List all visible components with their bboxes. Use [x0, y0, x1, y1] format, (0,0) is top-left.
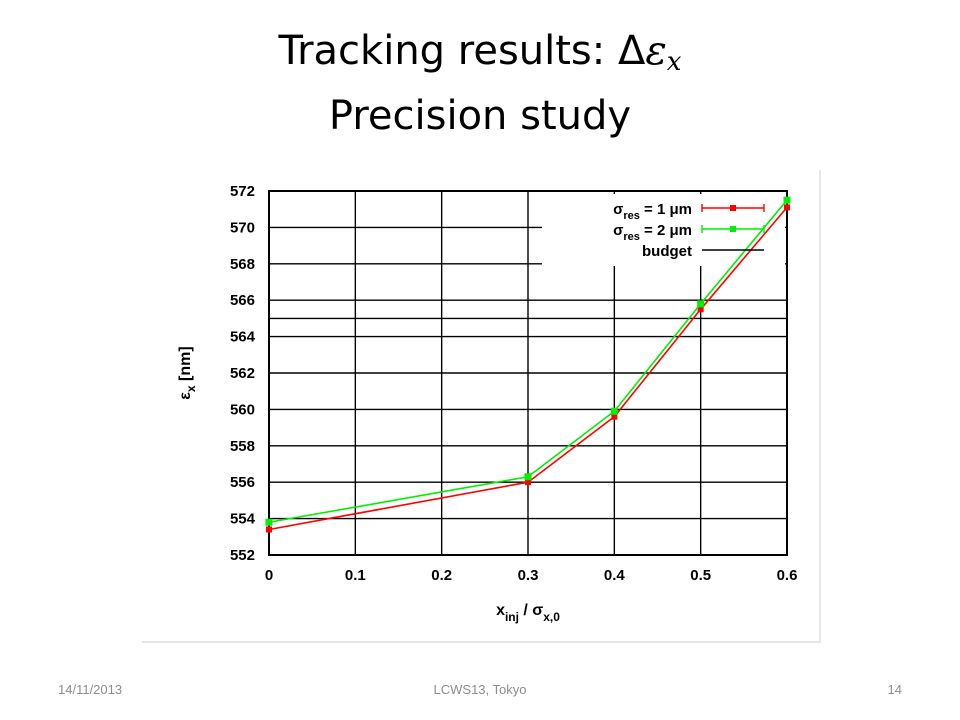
y-tick-label: 562: [230, 365, 255, 382]
y-tick-label: 568: [230, 256, 255, 273]
data-point: [266, 526, 272, 533]
y-tick-label: 570: [230, 219, 255, 236]
data-point: [784, 204, 790, 211]
data-point-marker: [524, 473, 532, 481]
data-point-marker: [266, 526, 272, 533]
x-axis-label: xinj / σx,0: [496, 602, 560, 624]
x-tick-label: 0.6: [777, 567, 798, 584]
footer-conference: LCWS13, Tokyo: [433, 682, 527, 697]
plot-frame: [268, 190, 788, 556]
x-tick-label: 0.1: [345, 567, 366, 584]
data-point-marker: [265, 518, 273, 526]
emittance-chart: 0 0.1 0.2 0.3 0.4 0.5 0.6 552 554 556 558 560 562 564…: [177, 183, 798, 624]
chart-figure: 0 0.1 0.2 0.3 0.4 0.5 0.6 552 554 556 558 560 562 564…: [140, 168, 819, 641]
x-tick-label: 0: [265, 567, 273, 584]
y-tick-label: 560: [230, 401, 255, 418]
title-prefix: Tracking results: Δ: [278, 28, 646, 74]
legend-swatch-marker: [730, 226, 736, 232]
data-point-marker: [784, 204, 790, 211]
y-tick-label: 556: [230, 474, 255, 491]
y-tick-label: 572: [230, 183, 255, 200]
y-tick-label: 564: [230, 329, 256, 346]
title-subscript: x: [666, 47, 682, 77]
x-tick-label: 0.5: [690, 567, 711, 584]
title-line-1: Tracking results: Δεx: [0, 24, 960, 89]
title-symbol: ε: [645, 28, 667, 74]
y-tick-label: 566: [230, 292, 255, 309]
x-tick-label: 0.4: [604, 567, 626, 584]
y-axis-label: εx [nm]: [177, 346, 198, 399]
x-tick-label: 0.2: [431, 567, 452, 584]
data-point-marker: [610, 407, 618, 415]
data-point-marker: [525, 479, 531, 486]
legend-background: [542, 194, 785, 266]
title-line-2: Precision study: [328, 93, 632, 139]
data-point: [610, 407, 618, 415]
data-point-marker: [611, 413, 618, 420]
footer-date: 14/11/2013: [58, 682, 123, 697]
data-point-marker: [697, 306, 704, 313]
footer-page-number: 14: [887, 682, 902, 697]
data-point: [697, 300, 705, 308]
legend-label: budget: [642, 243, 692, 260]
slide-title: Tracking results: Δεx Precision study: [0, 24, 960, 143]
y-tick-label: 554: [230, 511, 256, 528]
data-point: [524, 473, 532, 481]
data-point: [697, 306, 704, 313]
legend-swatch-marker: [730, 205, 736, 211]
y-tick-label: 552: [230, 547, 255, 564]
data-point: [265, 518, 273, 526]
data-point: [611, 413, 618, 420]
y-tick-label: 558: [230, 438, 255, 455]
data-point: [525, 479, 531, 486]
data-point-marker: [697, 300, 705, 308]
data-point-marker: [783, 196, 791, 204]
data-point: [783, 196, 791, 204]
x-tick-label: 0.3: [518, 567, 539, 584]
